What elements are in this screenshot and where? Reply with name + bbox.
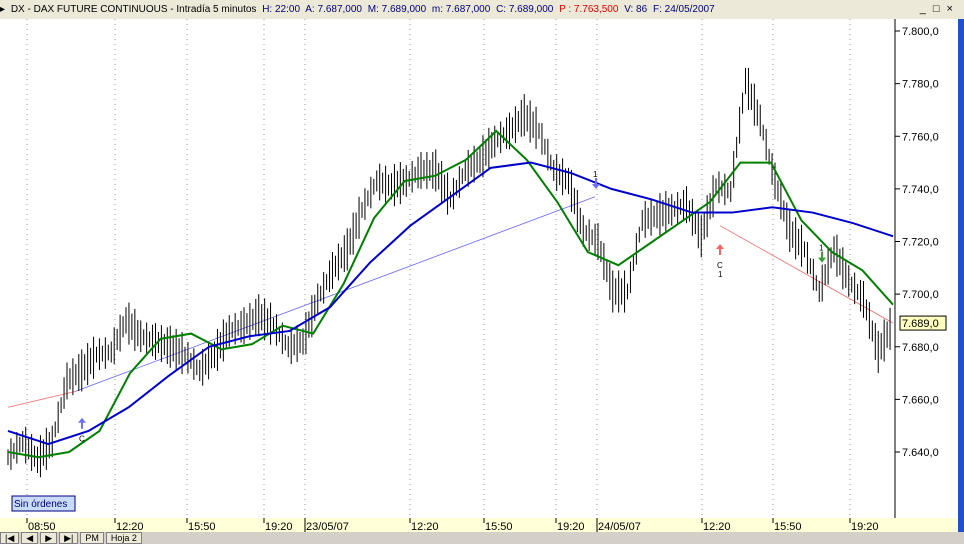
sheet-tab-0[interactable]: |◀: [0, 532, 20, 544]
x-tick-label: 19:20: [557, 521, 585, 532]
date-value: F: 24/05/2007: [652, 4, 715, 15]
buy-arrow-icon: [716, 244, 724, 256]
last-price-badge: [899, 315, 947, 331]
sheet-tabs: |◀ ◀ ▶ ▶| PM Hoja 2: [0, 532, 964, 544]
plot-background: [0, 19, 964, 518]
y-tick-label: 7.800,0: [902, 26, 939, 38]
sheet-tab-2[interactable]: ▶: [40, 532, 58, 544]
signal-label: 1: [593, 170, 598, 179]
moving-average-fast: [7, 129, 894, 459]
x-tick-label: 08:50: [28, 521, 56, 532]
symbol-title: DX - DAX FUTURE CONTINUOUS - Intradía 5 …: [10, 4, 257, 15]
x-tick-label: 12:20: [116, 521, 144, 532]
x-tick-label: 19:20: [265, 521, 293, 532]
x-tick-label: 15:50: [485, 521, 513, 532]
x-tick-label: 12:20: [411, 521, 439, 532]
sheet-tab-5[interactable]: Hoja 2: [105, 532, 142, 544]
y-tick-label: 7.640,0: [902, 447, 939, 459]
time-axis-background: [0, 518, 958, 532]
signal-label: C: [79, 435, 85, 444]
last-price-label: 7.689,0: [902, 318, 939, 330]
window-border: [958, 19, 964, 532]
volume-value: V: 86: [624, 4, 648, 15]
buy-arrow-icon: [78, 417, 86, 429]
hour-value: H: 22:00: [262, 4, 301, 15]
trendline-down: [719, 225, 894, 324]
y-tick-label: 7.780,0: [902, 79, 939, 91]
y-tick-label: 7.660,0: [902, 394, 939, 406]
orders-status-label[interactable]: Sin órdenes: [14, 499, 67, 510]
y-tick-label: 7.680,0: [902, 342, 939, 354]
signal-sub-label: 1: [718, 270, 723, 279]
y-tick-label: 7.740,0: [902, 184, 939, 196]
x-tick-label: 15:50: [188, 521, 216, 532]
price-chart[interactable]: 08:50 12:20 15:50 19:20 23/05/07 12:20 15:50 19…: [0, 19, 964, 532]
signal-label: C: [717, 261, 723, 270]
orders-status-box[interactable]: [11, 495, 76, 512]
close-value: C: 7.689,000: [496, 4, 554, 15]
low-value: m: 7.687,000: [431, 4, 491, 15]
high-value: M: 7.689,000: [367, 4, 427, 15]
sell-arrow-icon: [592, 177, 600, 189]
price-value: P : 7.763,500: [559, 4, 619, 15]
menu-arrow-icon[interactable]: ▸: [0, 4, 6, 15]
sheet-tab-3[interactable]: ▶|: [59, 532, 79, 544]
x-tick-label: 12:20: [703, 521, 731, 532]
y-tick-label: 7.720,0: [902, 237, 939, 249]
sheet-tab-1[interactable]: ◀: [21, 532, 39, 544]
moving-average-slow: [7, 161, 894, 446]
signal-label: 1: [819, 244, 824, 253]
title-bar: ▸ DX - DAX FUTURE CONTINUOUS - Intradía …: [0, 0, 964, 20]
x-tick-label: 15:50: [774, 521, 802, 532]
x-tick-label: 23/05/07: [306, 521, 349, 532]
x-tick-label: 19:20: [851, 521, 879, 532]
open-value: A: 7.687,000: [305, 4, 362, 15]
sell-arrow-icon: [818, 251, 826, 263]
window-buttons[interactable]: _ □ ×: [919, 3, 955, 15]
sheet-tab-4[interactable]: PM: [80, 532, 104, 544]
x-tick-label: 24/05/07: [598, 521, 641, 532]
y-tick-label: 7.760,0: [902, 131, 939, 143]
y-tick-label: 7.700,0: [902, 289, 939, 301]
